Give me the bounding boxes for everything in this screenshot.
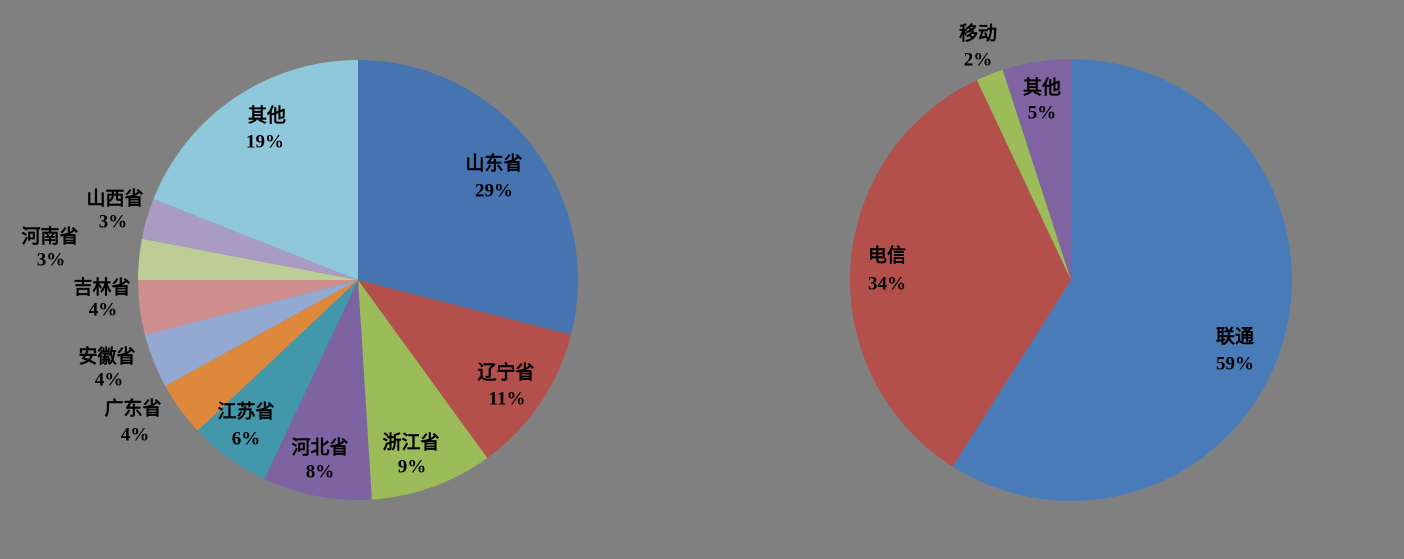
pie-data-label-0-20: 其他 <box>247 105 287 127</box>
pie-slice-1-1 <box>849 80 1071 467</box>
pie-slice-0-4 <box>197 280 358 480</box>
pie-data-label-0-21: 19% <box>246 131 284 153</box>
pie-data-label-0-15: 4% <box>88 299 118 321</box>
pie-data-label-0-11: 4% <box>120 424 150 446</box>
pie-data-label-0-5: 9% <box>397 456 427 478</box>
pie-data-label-0-12: 安徽省 <box>78 346 136 368</box>
pie-slice-0-10 <box>153 60 358 280</box>
pie-slice-0-9 <box>141 199 358 280</box>
pie-data-label-0-19: 3% <box>98 211 128 233</box>
pie-data-label-1-6: 其他 <box>1022 77 1062 99</box>
pie-slice-0-5 <box>165 280 358 431</box>
pie-data-label-0-10: 广东省 <box>104 398 162 420</box>
pie-data-label-0-13: 4% <box>94 369 124 391</box>
pie-data-label-0-17: 3% <box>36 249 66 271</box>
pie-data-label-1-7: 5% <box>1027 102 1057 124</box>
pie-data-label-0-14: 吉林省 <box>73 277 131 299</box>
pie-data-label-0-16: 河南省 <box>21 226 79 248</box>
pie-data-label-1-4: 移动 <box>958 23 998 45</box>
pie-data-label-0-8: 江苏省 <box>217 401 275 423</box>
pie-slice-0-2 <box>358 280 488 500</box>
pie-data-label-1-3: 34% <box>868 273 906 295</box>
pie-slice-1-3 <box>1002 59 1071 280</box>
pie-slice-0-6 <box>144 280 358 386</box>
pie-slice-0-1 <box>358 280 572 458</box>
pie-slice-0-7 <box>138 280 358 335</box>
pie-slice-1-2 <box>976 69 1071 280</box>
pie-data-label-0-6: 河北省 <box>291 437 349 459</box>
pie-data-label-0-2: 辽宁省 <box>477 362 535 384</box>
pie-data-label-0-3: 11% <box>488 388 526 410</box>
pie-data-label-0-18: 山西省 <box>86 188 144 210</box>
pie-slice-1-0 <box>952 59 1292 501</box>
pie-data-label-0-9: 6% <box>231 428 261 450</box>
pie-slice-0-0 <box>358 60 579 335</box>
pie-data-label-1-5: 2% <box>963 49 993 71</box>
pie-data-label-0-0: 山东省 <box>465 153 523 175</box>
pie-slice-0-8 <box>138 238 358 280</box>
pie-data-label-1-2: 电信 <box>867 245 907 267</box>
pie-data-label-1-0: 联通 <box>1215 326 1255 348</box>
pie-data-label-1-1: 59% <box>1216 353 1254 375</box>
pie-slice-0-3 <box>264 280 372 501</box>
pie-data-label-0-1: 29% <box>475 180 513 202</box>
pie-data-label-0-7: 8% <box>305 461 335 483</box>
pie-data-label-0-4: 浙江省 <box>382 432 440 454</box>
